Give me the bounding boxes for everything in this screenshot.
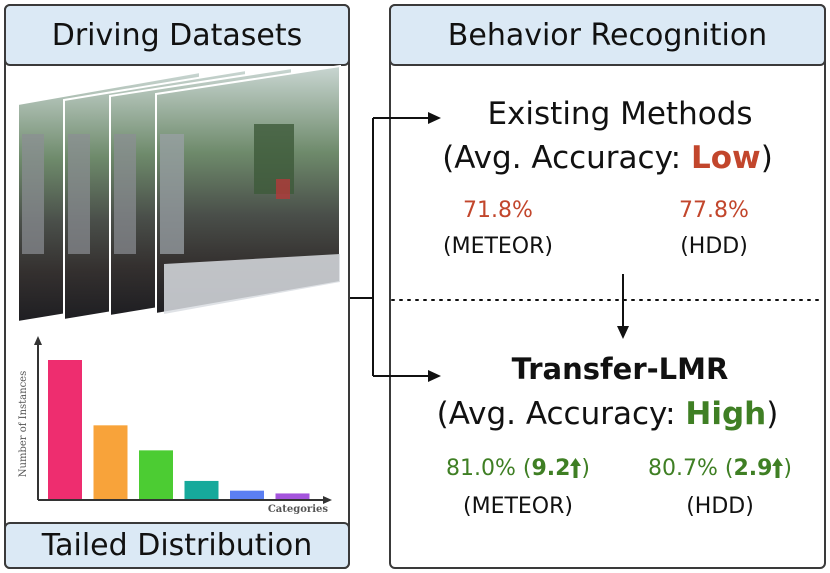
tailed-distribution-histogram: Number of Instances Categories <box>18 336 332 515</box>
histogram-bar <box>275 493 310 499</box>
accuracy-low: Low <box>690 140 761 176</box>
existing-methods-heading: Existing Methods <box>487 96 753 132</box>
driving-datasets-title: Driving Datasets <box>4 4 350 66</box>
transfer-hdd-label: (HDD) <box>686 494 754 519</box>
existing-hdd-label: (HDD) <box>680 234 748 259</box>
histogram-bar <box>184 480 219 499</box>
histogram-x-label: Categories <box>268 504 329 515</box>
accuracy-high: High <box>685 396 767 432</box>
transfer-meteor-value: 81.0% (9.2) <box>445 456 591 481</box>
existing-avg-accuracy: (Avg. Accuracy: Low) <box>442 140 773 176</box>
histogram-bar <box>48 360 82 499</box>
up-arrow-icon <box>772 458 784 478</box>
tailed-distribution-label: Tailed Distribution <box>4 522 350 569</box>
transfer-meteor-label: (METEOR) <box>463 494 573 519</box>
histogram-bar <box>139 450 173 499</box>
histogram-y-label: Number of Instances <box>18 371 29 477</box>
video-frames-stack <box>17 64 341 324</box>
video-frame <box>155 64 341 316</box>
up-arrow-icon <box>570 458 582 478</box>
transfer-lmr-heading: Transfer-LMR <box>511 352 729 386</box>
histogram-bar <box>230 490 264 499</box>
transfer-hdd-value: 80.7% (2.9) <box>647 456 793 481</box>
existing-hdd-value: 77.8% <box>679 198 749 223</box>
existing-meteor-value: 71.8% <box>463 198 533 223</box>
transfer-avg-accuracy: (Avg. Accuracy: High) <box>436 396 779 432</box>
behavior-recognition-title: Behavior Recognition <box>389 4 826 66</box>
behavior-recognition-panel <box>389 4 826 569</box>
existing-meteor-label: (METEOR) <box>443 234 553 259</box>
histogram-bar <box>93 425 128 499</box>
